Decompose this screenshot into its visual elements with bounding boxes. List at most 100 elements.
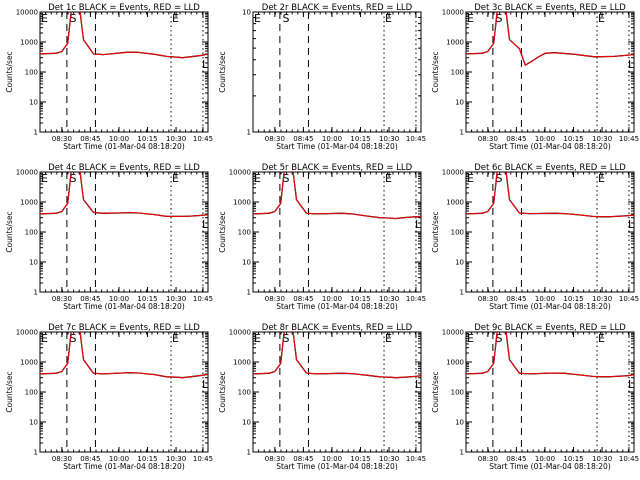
marker-letter: L <box>415 218 422 231</box>
marker-letter: L <box>628 58 635 71</box>
marker-letter: L <box>202 218 209 231</box>
series-group <box>466 332 634 378</box>
lld-series-line <box>40 172 208 217</box>
x-tick-label: 10:00 <box>322 135 342 143</box>
x-tick-label: 08:30 <box>478 455 498 463</box>
x-tick-label: 10:00 <box>109 135 129 143</box>
lld-series-line <box>466 172 634 218</box>
y-axis-label: Counts/sec <box>431 371 440 412</box>
plot-frame <box>252 331 422 453</box>
x-tick-label: 08:45 <box>293 295 313 303</box>
x-tick-label: 08:45 <box>506 135 526 143</box>
x-tick-label: 10:45 <box>193 295 213 303</box>
x-tick-label: 08:30 <box>478 135 498 143</box>
x-tick-label: 08:45 <box>80 135 100 143</box>
marker-letter: E <box>41 12 48 25</box>
marker-letter: E <box>598 172 605 185</box>
y-tick-label: 1 <box>34 129 38 137</box>
marker-letter: E <box>172 12 179 25</box>
events-series-line <box>40 12 208 59</box>
x-tick-label: 10:30 <box>166 295 186 303</box>
y-tick-label: 1000 <box>20 359 38 367</box>
y-tick-label: 1 <box>247 289 251 297</box>
x-axis-label: Start Time (01-Mar-04 08:18:20) <box>63 462 185 471</box>
y-axis-label: Counts/sec <box>431 211 440 252</box>
x-tick-label: 10:15 <box>350 295 370 303</box>
events-series-line <box>253 172 421 220</box>
marker-letter: E <box>385 172 392 185</box>
y-tick-label: 100 <box>451 69 464 77</box>
x-tick-label: 10:45 <box>193 135 213 143</box>
marker-letter: E <box>385 332 392 345</box>
series-group <box>466 12 634 67</box>
events-series-line <box>40 172 208 218</box>
y-tick-label: 10 <box>242 9 251 17</box>
lld-series-line <box>253 172 421 220</box>
y-tick-label: 1 <box>34 449 38 457</box>
plot-frame <box>39 331 209 453</box>
y-tick-label: 1 <box>460 129 464 137</box>
x-tick-label: 10:15 <box>137 135 157 143</box>
marker-letter: L <box>415 378 422 391</box>
panel-title: Det 7c BLACK = Events, RED = LLD <box>48 323 200 333</box>
x-tick-label: 10:15 <box>350 455 370 463</box>
series-group <box>253 332 421 379</box>
x-tick-label: 10:30 <box>379 295 399 303</box>
series-group <box>253 172 421 220</box>
x-tick-label: 10:00 <box>535 135 555 143</box>
events-series-line <box>253 332 421 379</box>
series-group <box>40 12 208 59</box>
y-tick-label: 10 <box>29 419 38 427</box>
x-tick-label: 08:30 <box>52 455 72 463</box>
panel-9: Det 9c BLACK = Events, RED = LLD 1 10 100 10… <box>431 323 639 471</box>
y-tick-label: 10000 <box>442 9 464 17</box>
x-axis-label: Start Time (01-Mar-04 08:18:20) <box>63 302 185 311</box>
x-tick-label: 08:30 <box>265 455 285 463</box>
y-tick-label: 10000 <box>16 329 38 337</box>
panel-title: Det 3c BLACK = Events, RED = LLD <box>474 3 626 13</box>
marker-letter: L <box>202 58 209 71</box>
y-tick-label: 100 <box>25 229 38 237</box>
y-tick-label: 100 <box>25 389 38 397</box>
marker-letter: E <box>467 332 474 345</box>
panel-7: Det 7c BLACK = Events, RED = LLD 1 10 100 10… <box>5 323 213 471</box>
x-tick-label: 08:45 <box>293 455 313 463</box>
x-tick-label: 10:30 <box>592 455 612 463</box>
x-tick-label: 08:45 <box>80 295 100 303</box>
y-tick-label: 10 <box>455 419 464 427</box>
marker-letter: E <box>254 172 261 185</box>
plot-frame <box>465 171 635 293</box>
panel-3: Det 3c BLACK = Events, RED = LLD 1 10 100 10… <box>431 3 639 151</box>
panel-title: Det 2r BLACK = Events, RED = LLD <box>262 3 413 13</box>
marker-letter: E <box>598 12 605 25</box>
x-tick-label: 10:00 <box>535 455 555 463</box>
y-tick-label: 10000 <box>16 169 38 177</box>
y-tick-label: 10 <box>242 419 251 427</box>
x-tick-label: 08:30 <box>52 295 72 303</box>
plot-frame <box>465 11 635 133</box>
y-tick-label: 1000 <box>446 39 464 47</box>
x-tick-label: 10:30 <box>166 455 186 463</box>
marker-letter: L <box>202 378 209 391</box>
y-tick-label: 1 <box>247 449 251 457</box>
marker-letter: E <box>172 172 179 185</box>
y-tick-label: 100 <box>451 229 464 237</box>
marker-letter: L <box>628 218 635 231</box>
y-tick-label: 1 <box>460 289 464 297</box>
lld-series-line <box>466 12 634 66</box>
marker-letter: S <box>496 12 503 25</box>
series-group <box>40 172 208 218</box>
y-tick-label: 1000 <box>233 199 251 207</box>
y-axis-label: Counts/sec <box>5 211 14 252</box>
marker-letter: L <box>628 378 635 391</box>
plot-frame <box>252 171 422 293</box>
marker-letter: E <box>41 332 48 345</box>
panel-title: Det 5r BLACK = Events, RED = LLD <box>262 163 413 173</box>
y-tick-label: 10000 <box>442 169 464 177</box>
y-tick-label: 10 <box>242 259 251 267</box>
y-tick-label: 1000 <box>446 359 464 367</box>
series-group <box>40 332 208 379</box>
marker-letter: S <box>496 172 503 185</box>
marker-letter: E <box>172 332 179 345</box>
